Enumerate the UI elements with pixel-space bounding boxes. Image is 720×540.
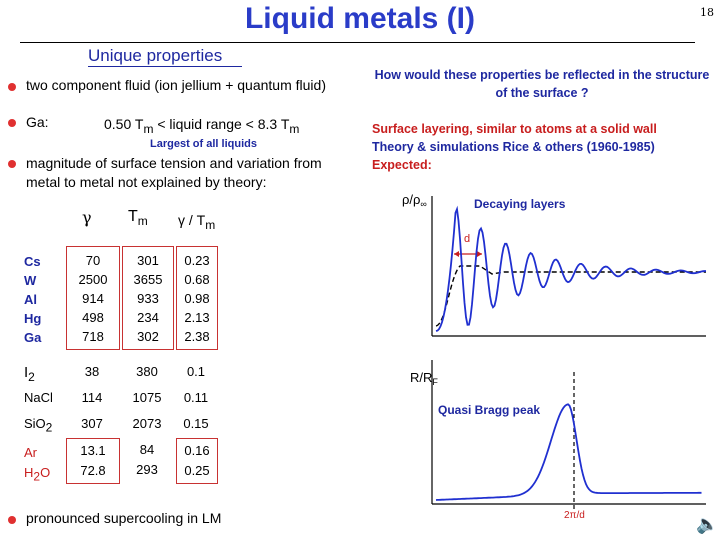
header-tm: Tm [128, 208, 148, 229]
plot2-legend: Quasi Bragg peak [438, 403, 540, 417]
row-name: SiO2 [24, 416, 53, 435]
bullet-two-component: two component fluid (ion jellium + quant… [26, 77, 326, 93]
bullet-icon [8, 160, 16, 168]
surface-layering-notes: Surface layering, similar to atoms at a … [372, 122, 657, 172]
ga-label: Ga: [26, 114, 49, 130]
d-label: d [464, 233, 470, 245]
bullet-surface-tension: magnitude of surface tension and variati… [26, 155, 322, 190]
metal-ratio-column: 0.23 0.68 0.98 2.13 2.38 [176, 246, 218, 350]
page-number: 18 [700, 6, 714, 19]
row-tm: 1075 [132, 390, 162, 405]
metal-gamma-column: 70 2500 914 498 718 [66, 246, 120, 350]
largest-of-all-liquids: Largest of all liquids [150, 138, 257, 150]
bullet-icon [8, 83, 16, 91]
row-ratio: 0.1 [186, 364, 206, 379]
row-tm: 380 [136, 364, 158, 379]
step-profile-dashed [435, 265, 706, 327]
plot1-ylabel: ρ/ρ∞ [402, 192, 427, 209]
d-arrow-head-right [477, 251, 482, 257]
row-ratio: 0.11 [183, 390, 209, 405]
bullet-supercooling: pronounced supercooling in LM [26, 510, 222, 526]
metal-tm-column: 301 3655 933 234 302 [122, 246, 174, 350]
bullet-icon [8, 516, 16, 524]
d-arrow-head-left [454, 251, 459, 257]
row-gamma: 114 [81, 390, 103, 405]
boxed-gamma-column: 13.1 72.8 [66, 438, 120, 484]
quasi-bragg-peak-curve [435, 403, 702, 501]
title-rule [20, 42, 695, 43]
ga-liquid-range: 0.50 Tm < liquid range < 8.3 Tm [104, 116, 300, 136]
speaker-icon[interactable]: 🔈 [696, 514, 719, 534]
row-gamma: 38 [84, 364, 100, 379]
decaying-layers-curve [435, 205, 706, 332]
plot1-legend: Decaying layers [474, 197, 566, 211]
row-ratio: 0.15 [183, 416, 209, 431]
subtitle-underline [88, 66, 242, 67]
bullet-icon [8, 119, 16, 127]
metal-names: Cs W Al Hg Ga [24, 254, 42, 345]
boxed-names: Ar H2O [24, 445, 51, 484]
reflectivity-plot: R/RF Quasi Bragg peak 2π/d [410, 360, 706, 521]
boxed-ratio-column: 0.16 0.25 [176, 438, 218, 484]
row-gamma: 307 [81, 416, 103, 431]
plot2-xlabel: 2π/d [564, 510, 585, 521]
plot2-ylabel: R/RF [410, 370, 438, 387]
row-name: I2 [24, 364, 35, 384]
header-gamma: γ [82, 208, 92, 227]
density-profile-plot: ρ/ρ∞ Decaying layers d [402, 192, 706, 337]
question-text: How would these properties be reflected … [374, 68, 710, 100]
page-title: Liquid metals (I) [244, 2, 475, 35]
boxed-tm-column: 84 293 [136, 442, 158, 477]
row-tm: 2073 [132, 416, 162, 431]
section-subtitle: Unique properties [88, 46, 223, 65]
row-name: NaCl [24, 390, 53, 405]
header-ratio: γ / Tm [178, 212, 216, 232]
